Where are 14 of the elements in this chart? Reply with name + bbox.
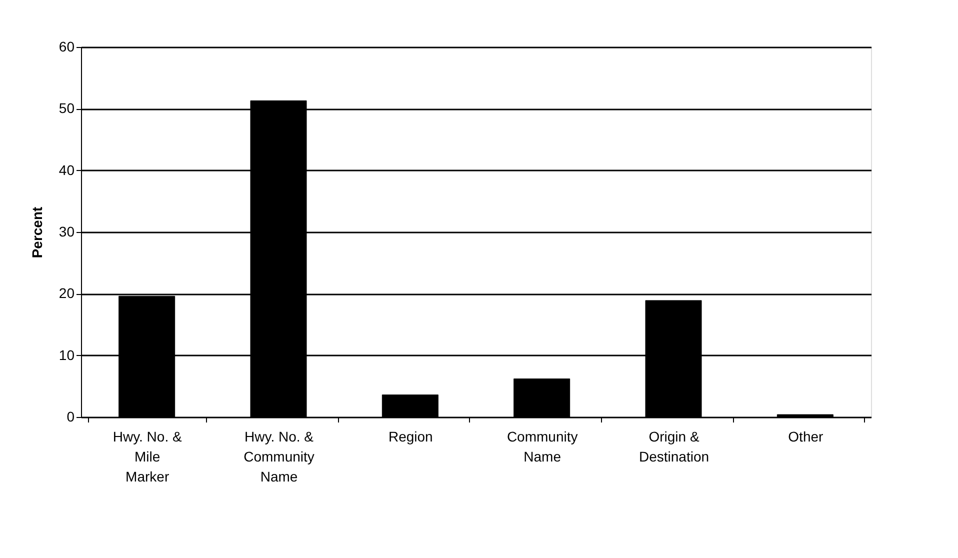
x-tick-label: Other (788, 428, 824, 444)
y-tick-label: 50 (58, 100, 75, 116)
x-tick-label: Region (388, 428, 433, 444)
y-tick-label: 60 (58, 38, 75, 54)
x-tick-label: Community Name (506, 428, 578, 464)
y-tick-label: 30 (58, 224, 75, 240)
x-tick-label: Hwy. No. & Mile Marker (112, 428, 182, 484)
x-tick-label: Hwy. No. & Community Name (244, 428, 314, 484)
y-tick-label: 10 (58, 346, 75, 363)
y-tick-label: 40 (58, 162, 75, 178)
y-tick-label: 20 (58, 285, 75, 302)
y-axis-title: Percent (28, 206, 45, 258)
x-tick-label: Origin & Destination (638, 428, 710, 464)
y-tick-label: 0 (66, 408, 75, 424)
